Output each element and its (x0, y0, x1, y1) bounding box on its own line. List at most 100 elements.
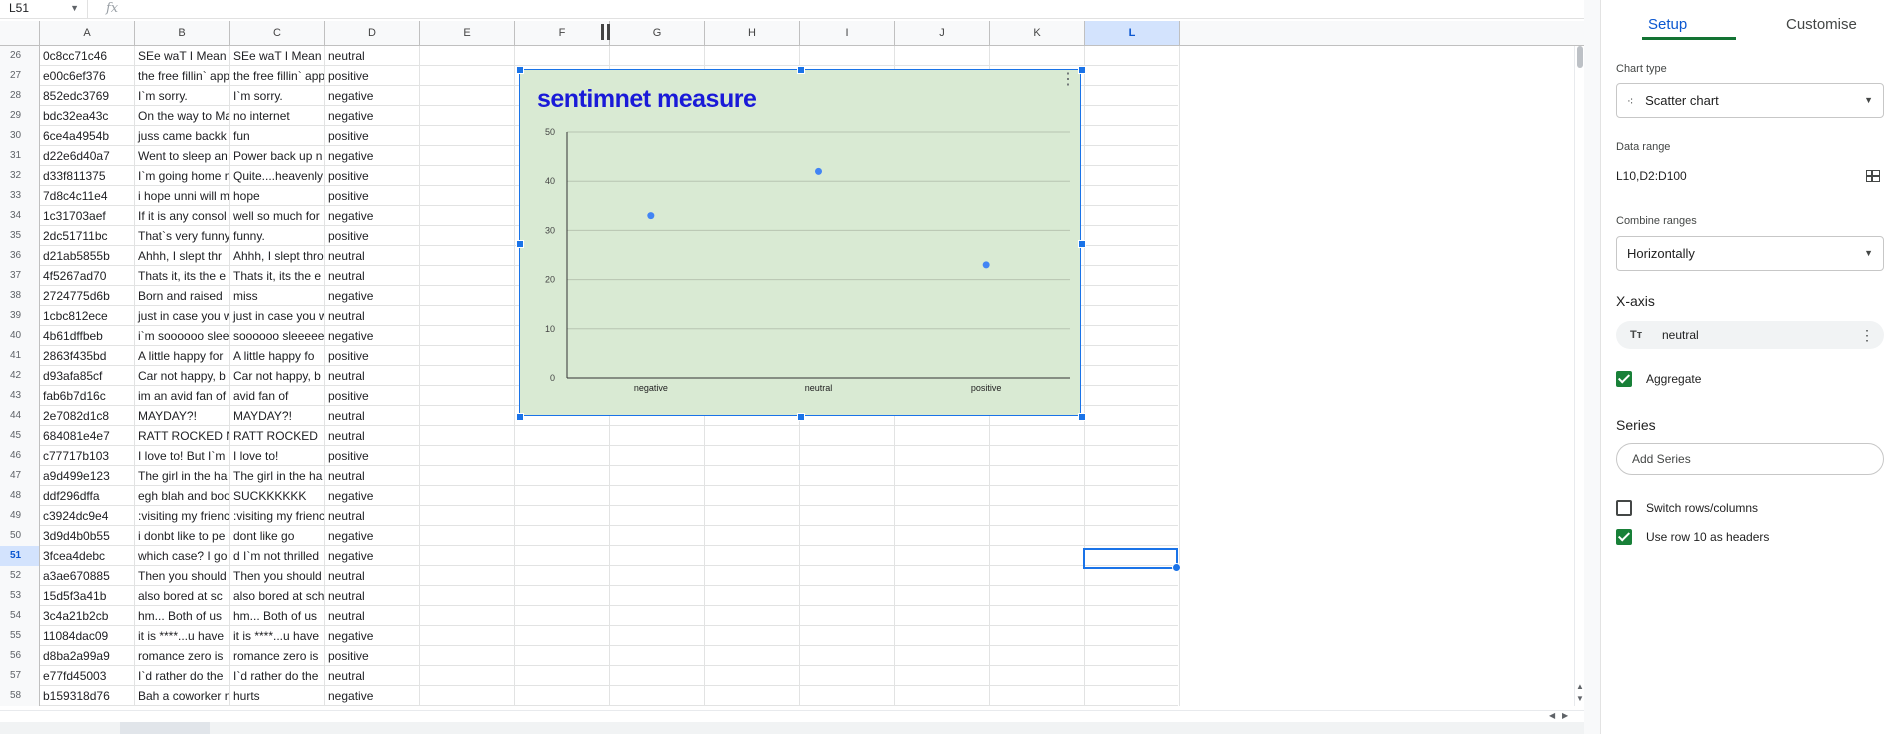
cell-c[interactable]: Thats it, its the e (230, 266, 325, 286)
cell-k[interactable] (990, 146, 1085, 166)
cell-e[interactable] (420, 486, 515, 506)
column-header-d[interactable]: D (325, 21, 420, 45)
cell-a[interactable]: d21ab5855b (40, 246, 135, 266)
cell-j[interactable] (895, 566, 990, 586)
tab-setup[interactable]: Setup (1648, 16, 1688, 33)
cell-a[interactable]: e00c6ef376 (40, 66, 135, 86)
chart-resize-handle[interactable] (516, 66, 524, 74)
cell-f[interactable] (515, 646, 610, 666)
cell-d[interactable]: negative (325, 286, 420, 306)
cell-a[interactable]: 2863f435bd (40, 346, 135, 366)
cell-c[interactable]: romance zero is (230, 646, 325, 666)
cell-l[interactable] (1085, 186, 1180, 206)
cell-a[interactable]: 2e7082d1c8 (40, 406, 135, 426)
row-number[interactable]: 29 (0, 106, 40, 126)
cell-a[interactable]: 1cbc812ece (40, 306, 135, 326)
cell-c[interactable]: I`m sorry. (230, 86, 325, 106)
cell-k[interactable] (990, 386, 1085, 406)
cell-e[interactable] (420, 46, 515, 66)
column-header-j[interactable]: J (895, 21, 990, 45)
cell-c[interactable]: funny. (230, 226, 325, 246)
cell-l[interactable] (1085, 206, 1180, 226)
cell-d[interactable]: negative (325, 686, 420, 706)
chart-resize-handle[interactable] (516, 413, 524, 421)
select-range-icon[interactable] (1866, 170, 1880, 182)
cell-g[interactable] (610, 466, 705, 486)
row-number[interactable]: 36 (0, 246, 40, 266)
cell-b[interactable]: MAYDAY?! (135, 406, 230, 426)
cell-i[interactable] (800, 486, 895, 506)
cell-a[interactable]: bdc32ea43c (40, 106, 135, 126)
cell-j[interactable] (895, 406, 990, 426)
cell-e[interactable] (420, 366, 515, 386)
cell-e[interactable] (420, 466, 515, 486)
tab-customise[interactable]: Customise (1786, 16, 1857, 33)
cell-a[interactable]: d93afa85cf (40, 366, 135, 386)
cell-c[interactable]: The girl in the ha (230, 466, 325, 486)
scroll-up-icon[interactable]: ▲ (1576, 682, 1584, 691)
cell-d[interactable]: negative (325, 486, 420, 506)
cell-c[interactable]: Power back up n (230, 146, 325, 166)
cell-f[interactable] (515, 446, 610, 466)
cell-l[interactable] (1085, 246, 1180, 266)
cell-l[interactable] (1085, 366, 1180, 386)
cell-e[interactable] (420, 206, 515, 226)
cell-c[interactable]: SUCKKKKKK (230, 486, 325, 506)
cell-l[interactable] (1085, 86, 1180, 106)
cell-i[interactable] (800, 606, 895, 626)
cell-j[interactable] (895, 466, 990, 486)
cell-d[interactable]: positive (325, 386, 420, 406)
cell-a[interactable]: 11084dac09 (40, 626, 135, 646)
cell-c[interactable]: the free fillin` app (230, 66, 325, 86)
cell-j[interactable] (895, 446, 990, 466)
row-number[interactable]: 49 (0, 506, 40, 526)
cell-l[interactable] (1085, 106, 1180, 126)
chart-resize-handle[interactable] (516, 239, 524, 248)
cell-d[interactable]: negative (325, 106, 420, 126)
cell-k[interactable] (990, 166, 1085, 186)
cell-b[interactable]: On the way to Ma (135, 106, 230, 126)
cell-h[interactable] (705, 486, 800, 506)
chart-resize-handle[interactable] (1078, 66, 1086, 74)
cell-g[interactable] (610, 526, 705, 546)
cell-e[interactable] (420, 66, 515, 86)
cell-i[interactable] (800, 646, 895, 666)
cell-c[interactable]: :visiting my frienc (230, 506, 325, 526)
cell-e[interactable] (420, 446, 515, 466)
cell-b[interactable]: juss came backk (135, 126, 230, 146)
column-header-f[interactable]: F (515, 21, 610, 45)
row-number[interactable]: 57 (0, 666, 40, 686)
cell-f[interactable] (515, 606, 610, 626)
cell-h[interactable] (705, 586, 800, 606)
cell-h[interactable] (705, 666, 800, 686)
cell-f[interactable] (515, 466, 610, 486)
cell-d[interactable]: neutral (325, 466, 420, 486)
cell-e[interactable] (420, 266, 515, 286)
row-number[interactable]: 26 (0, 46, 40, 66)
cell-l[interactable] (1085, 526, 1180, 546)
cell-d[interactable]: positive (325, 166, 420, 186)
cell-c[interactable]: Then you should (230, 566, 325, 586)
cell-c[interactable]: well so much for (230, 206, 325, 226)
cell-d[interactable]: neutral (325, 586, 420, 606)
cell-b[interactable]: egh blah and boo (135, 486, 230, 506)
cell-e[interactable] (420, 626, 515, 646)
column-header-a[interactable]: A (40, 21, 135, 45)
cell-f[interactable] (515, 626, 610, 646)
cell-b[interactable]: :visiting my frienc (135, 506, 230, 526)
cell-d[interactable]: negative (325, 326, 420, 346)
cell-a[interactable]: c3924dc9e4 (40, 506, 135, 526)
cell-l[interactable] (1085, 506, 1180, 526)
row-number[interactable]: 56 (0, 646, 40, 666)
chevron-down-icon[interactable]: ▼ (70, 3, 79, 13)
cell-d[interactable]: positive (325, 346, 420, 366)
cell-b[interactable]: If it is any consol (135, 206, 230, 226)
cell-b[interactable]: I love to! But I`m (135, 446, 230, 466)
cell-b[interactable]: I`d rather do the (135, 666, 230, 686)
cell-k[interactable] (990, 506, 1085, 526)
cell-b[interactable]: Born and raised (135, 286, 230, 306)
cell-b[interactable]: it is ****...u have (135, 626, 230, 646)
chart-resize-handle[interactable] (797, 413, 805, 421)
cell-d[interactable]: negative (325, 546, 420, 566)
cell-c[interactable]: I`d rather do the (230, 666, 325, 686)
